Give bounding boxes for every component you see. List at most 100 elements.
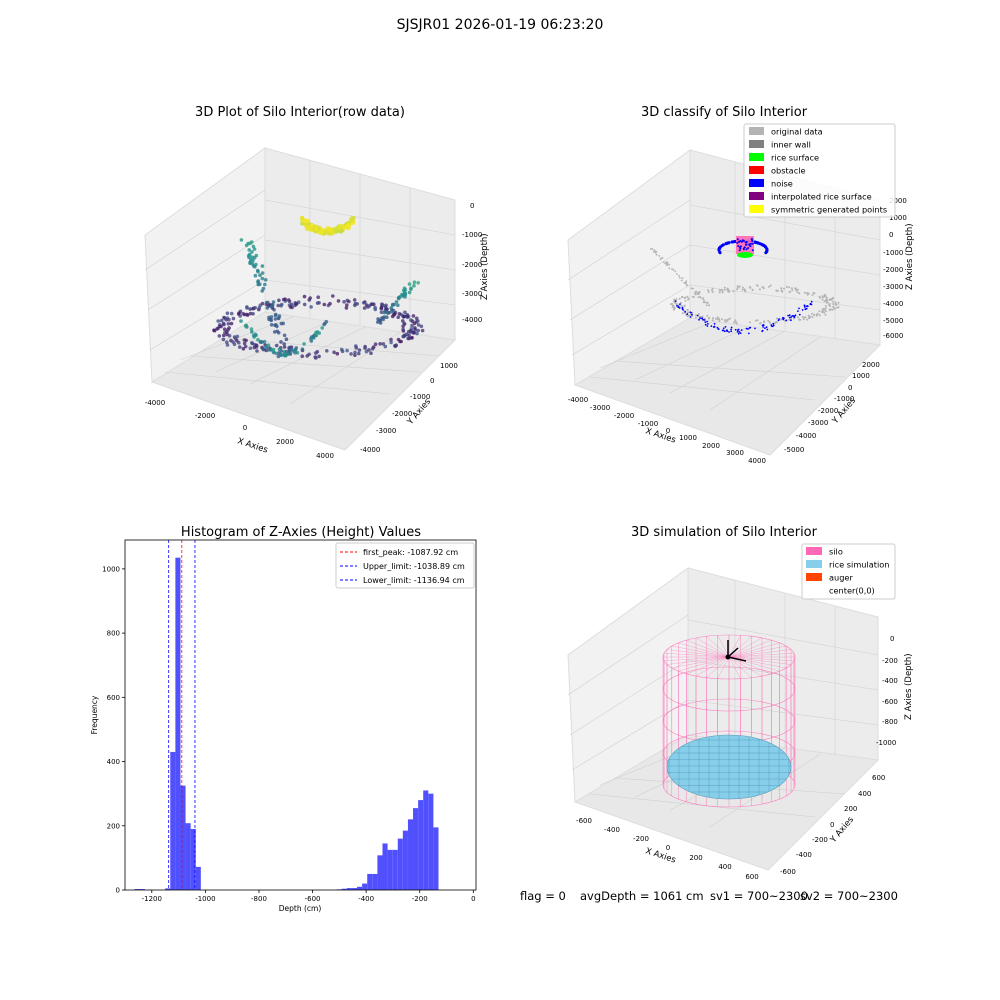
data-point <box>281 321 286 326</box>
original-data-point <box>762 287 765 290</box>
y-tick: 1000 <box>440 362 458 370</box>
data-point <box>276 316 281 321</box>
data-point <box>332 350 336 355</box>
original-data-point <box>751 288 754 291</box>
original-data-point <box>652 250 655 253</box>
data-point <box>248 346 253 351</box>
data-point <box>300 354 305 359</box>
noise-point <box>770 324 773 326</box>
data-point <box>273 313 278 318</box>
original-data-point <box>796 291 799 294</box>
original-data-point <box>759 322 762 324</box>
data-point <box>279 340 283 344</box>
noise-point <box>702 318 705 321</box>
noise-point <box>751 242 754 245</box>
noise-point <box>744 243 747 246</box>
original-data-point <box>754 319 757 322</box>
data-point <box>242 341 247 346</box>
data-point <box>238 309 243 314</box>
silo-roof-line <box>728 637 763 658</box>
noise-point <box>790 316 793 318</box>
original-data-point <box>704 301 706 304</box>
z-tick: -4000 <box>883 300 903 308</box>
data-point <box>357 351 361 356</box>
data-point <box>420 328 425 333</box>
original-data-point <box>832 303 835 306</box>
silo-roof-line <box>695 656 730 677</box>
original-data-point <box>816 313 818 316</box>
noise-point <box>751 240 754 242</box>
data-point <box>403 310 407 315</box>
data-point <box>238 345 242 349</box>
data-point <box>403 291 408 296</box>
noise-point <box>745 248 748 251</box>
data-point <box>222 327 227 332</box>
y-tick: -4000 <box>360 446 380 454</box>
noise-point <box>798 307 800 310</box>
original-data-point <box>780 318 783 321</box>
original-data-point <box>673 308 675 311</box>
silo-roof-line <box>728 645 787 658</box>
silo-roof-line <box>671 645 730 658</box>
original-data-point <box>797 316 799 319</box>
x-tick: 0 <box>666 844 670 852</box>
histogram-bar <box>377 855 383 890</box>
legend-label: inner wall <box>771 140 811 150</box>
original-data-point <box>665 261 668 264</box>
original-data-point <box>795 289 798 292</box>
original-data-point <box>680 301 683 304</box>
data-point <box>362 306 367 310</box>
data-point <box>225 343 230 347</box>
data-point <box>406 336 410 341</box>
data-point <box>263 282 267 287</box>
original-data-point <box>719 289 722 292</box>
data-point <box>416 328 421 333</box>
original-data-point <box>684 299 687 302</box>
data-point <box>407 282 412 286</box>
data-point <box>305 218 310 223</box>
data-point <box>329 227 334 232</box>
noise-point <box>793 315 796 318</box>
axis-ticks: -4000 -3000 -2000 -1000 0 1000 2000 3000… <box>568 197 907 465</box>
original-data-point <box>734 320 737 323</box>
original-data-point <box>818 310 821 313</box>
x-tick: 200 <box>689 854 702 862</box>
data-point <box>389 340 393 345</box>
original-data-point <box>733 321 736 324</box>
data-point <box>394 343 399 348</box>
data-point <box>379 310 384 315</box>
data-point <box>402 321 407 326</box>
histogram-bars <box>134 557 439 890</box>
data-point <box>258 303 263 308</box>
noise-point <box>733 240 737 243</box>
data-point <box>313 355 318 359</box>
original-data-point <box>735 322 738 325</box>
data-point <box>251 306 256 311</box>
y-axis-label: Y Axies <box>828 815 856 846</box>
z-tick: -6000 <box>883 332 903 340</box>
original-data-point <box>675 303 678 306</box>
original-data-point <box>705 301 708 304</box>
original-data-point <box>806 293 809 296</box>
legend-label: Upper_limit: -1038.89 cm <box>363 562 465 571</box>
data-point <box>349 352 353 356</box>
data-point <box>293 351 297 355</box>
original-data-point <box>702 297 704 300</box>
original-data-point <box>724 320 727 323</box>
y-tick: -400 <box>796 851 812 859</box>
original-data-point <box>836 306 839 309</box>
silo-roof-line <box>686 656 730 675</box>
data-point <box>412 330 416 335</box>
z-tick: -600 <box>882 698 898 706</box>
data-point <box>212 328 217 333</box>
original-data-point <box>723 286 726 289</box>
legend-label: noise <box>771 179 793 189</box>
data-point <box>250 341 254 345</box>
data-point <box>416 319 420 323</box>
x-tick-label: 0 <box>471 895 475 903</box>
data-point <box>229 321 234 326</box>
noise-point <box>745 327 748 330</box>
original-data-point <box>832 305 835 308</box>
panel-title: 3D classify of Silo Interior <box>641 105 808 120</box>
x-tick: 2000 <box>702 442 720 450</box>
